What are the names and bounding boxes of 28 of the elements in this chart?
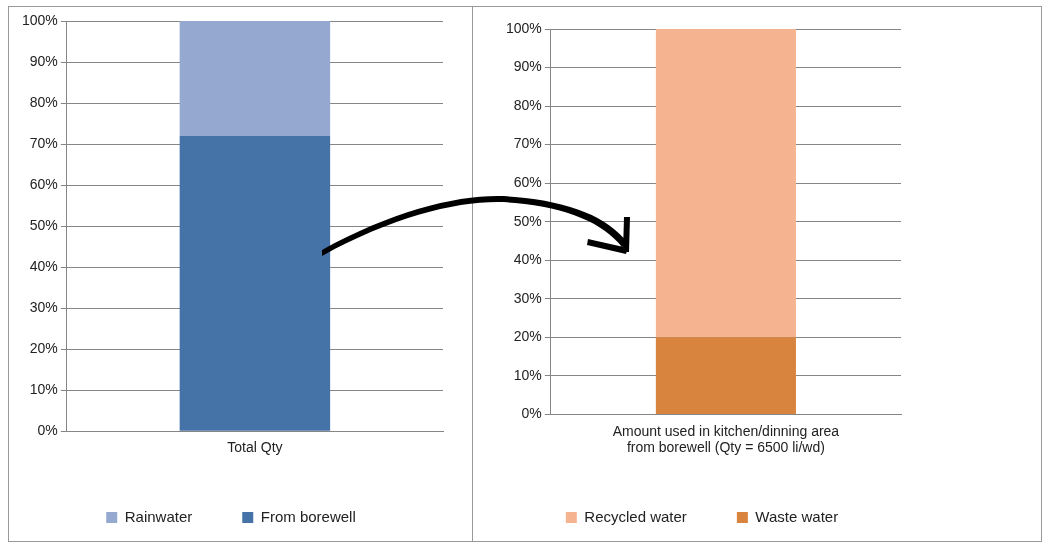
x-tick-label: Amount used in kitchen/dinning area from borewell (Qty = 6500 li/wd)	[612, 422, 840, 456]
y-tick-label: 70%	[29, 134, 58, 151]
y-tick-label: 30%	[513, 289, 542, 306]
y-tick-label: 90%	[29, 52, 58, 69]
y-tick-label: 0%	[521, 405, 542, 422]
legend-label: From borewell	[260, 507, 356, 525]
y-tick-label: 20%	[513, 328, 542, 345]
y-tick-label: 40%	[513, 251, 542, 268]
y-tick-label: 60%	[513, 174, 542, 191]
y-tick-label: 10%	[29, 381, 58, 398]
legend-label: Waste water	[755, 507, 839, 525]
y-tick-label: 0%	[37, 422, 58, 439]
y-tick-label: 10%	[513, 366, 542, 383]
legend-label: Recycled water	[584, 507, 687, 525]
y-tick-label: 40%	[29, 257, 58, 274]
legend-label: Rainwater	[124, 507, 193, 525]
y-tick-label: 80%	[29, 93, 58, 110]
x-tick-label: Total Qty	[227, 439, 283, 456]
y-tick-label: 50%	[29, 216, 58, 233]
y-tick-label: 60%	[29, 175, 58, 192]
y-tick-label: 30%	[29, 299, 58, 315]
y-tick-label: 100%	[505, 19, 542, 36]
y-tick-label: 80%	[513, 96, 542, 113]
y-tick-label: 50%	[513, 212, 542, 229]
y-tick-label: 70%	[513, 135, 542, 152]
y-tick-label: 100%	[21, 11, 58, 28]
y-tick-label: 20%	[29, 340, 58, 357]
y-tick-label: 90%	[513, 58, 542, 75]
